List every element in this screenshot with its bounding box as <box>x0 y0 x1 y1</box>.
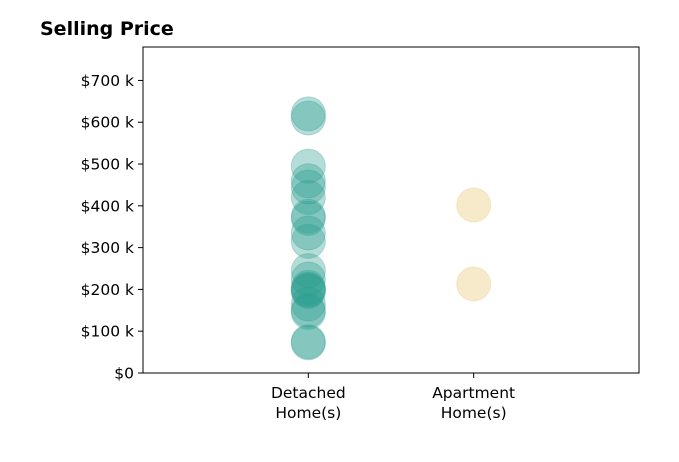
data-point <box>290 271 326 307</box>
data-point <box>290 198 326 234</box>
x-tick-label: Detached Home(s) <box>271 384 346 422</box>
data-point <box>290 294 326 330</box>
data-point <box>290 215 326 251</box>
data-point <box>290 223 326 259</box>
data-points <box>290 96 492 361</box>
y-axis: $0 $100 k $200 k $300 k $400 k $500 k $600 k $7… <box>81 72 143 383</box>
y-tick-label: $0 <box>114 365 134 383</box>
x-axis: Detached Home(s) Apartment Home(s) <box>271 373 515 422</box>
data-point <box>456 266 492 302</box>
y-tick-label: $600 k <box>81 114 134 132</box>
x-tick-label-line: Detached <box>271 384 346 402</box>
data-point <box>290 96 326 132</box>
x-tick-label-line: Apartment <box>432 384 515 402</box>
data-point <box>290 272 326 308</box>
data-point <box>290 286 326 322</box>
chart-title: Selling Price <box>40 18 174 40</box>
y-tick-label: $200 k <box>81 281 134 299</box>
y-tick-label: $100 k <box>81 323 134 341</box>
data-point <box>290 100 326 136</box>
x-tick-label: Apartment Home(s) <box>432 384 515 422</box>
data-point <box>290 200 326 236</box>
data-point <box>290 325 326 361</box>
data-point <box>456 187 492 223</box>
x-tick-label-line: Home(s) <box>441 404 507 422</box>
data-point <box>290 163 326 199</box>
plot-frame <box>142 46 640 374</box>
x-tick-label-line: Home(s) <box>275 404 341 422</box>
y-tick-label: $700 k <box>81 72 134 90</box>
y-tick-label: $300 k <box>81 239 134 257</box>
y-tick-label: $500 k <box>81 156 134 174</box>
data-point <box>290 179 326 215</box>
data-point <box>290 269 326 305</box>
data-point <box>290 261 326 297</box>
y-tick-label: $400 k <box>81 197 134 215</box>
data-point <box>290 274 326 309</box>
data-point <box>290 292 326 328</box>
data-point <box>290 148 326 184</box>
data-point <box>290 169 326 205</box>
data-point <box>290 324 326 360</box>
data-point <box>290 253 326 289</box>
